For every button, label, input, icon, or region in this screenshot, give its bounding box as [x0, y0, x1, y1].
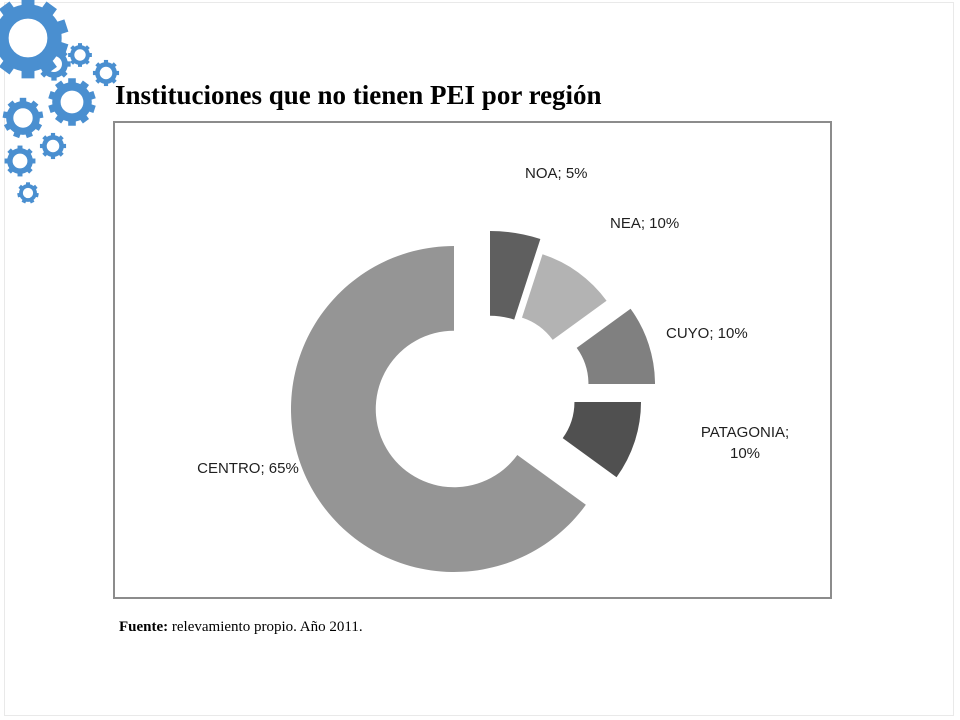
slide-title: Instituciones que no tienen PEI por regi… [115, 80, 602, 110]
gear-icon [68, 43, 92, 67]
gear-icon [39, 132, 67, 160]
gear-icon [48, 78, 96, 126]
gear-icon [4, 145, 36, 177]
gear-cluster-decoration [0, 0, 120, 204]
slice-label-cuyo: CUYO; 10% [666, 325, 748, 342]
gear-icon [92, 59, 120, 87]
slice-label-centro: CENTRO; 65% [197, 460, 299, 477]
source-text: relevamiento propio. Año 2011. [171, 619, 363, 635]
doughnut-chart: NOA; 5% NEA; 10% CUYO; 10% PATAGONIA; 10% CEN… [197, 165, 789, 572]
chart-frame: NOA; 5% NEA; 10% CUYO; 10% PATAGONIA; 10% CEN… [113, 121, 832, 599]
gear-icon [37, 47, 71, 81]
slide-border [4, 2, 954, 716]
slice-centro [290, 246, 586, 572]
slice-cuyo [576, 308, 655, 384]
slice-nea [521, 254, 607, 340]
slice-patagonia [562, 402, 641, 478]
slice-label-nea: NEA; 10% [610, 215, 679, 232]
slice-label-patagonia: PATAGONIA; 10% [701, 424, 789, 462]
slice-label-noa: NOA; 5% [525, 165, 588, 182]
source-note: Fuente: relevamiento propio. Año 2011. [119, 619, 363, 636]
gear-icon [2, 97, 44, 139]
source-label: Fuente: [119, 619, 169, 635]
gear-icon [17, 182, 39, 204]
slice-noa [490, 231, 541, 320]
gear-icon [0, 0, 69, 79]
